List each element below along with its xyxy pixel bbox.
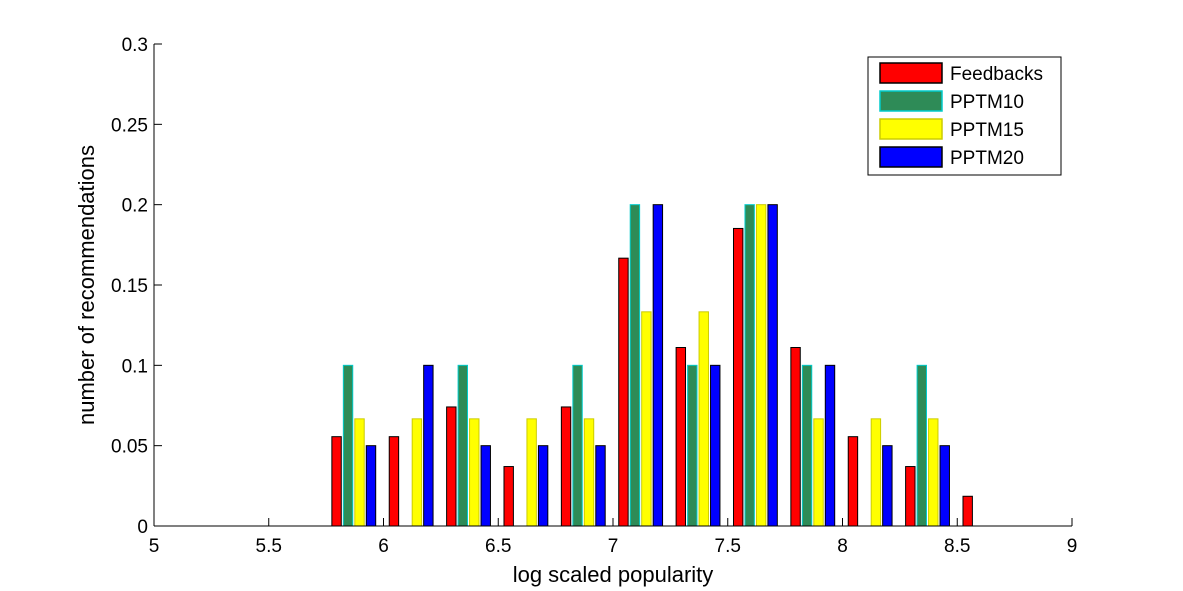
bar-pptm15-3 [354, 418, 365, 527]
y-axis-label: number of recommendations [74, 145, 99, 425]
x-tick-label: 9 [1067, 536, 1078, 557]
x-tick-label: 8 [837, 536, 848, 557]
bar-pptm20-13 [939, 445, 950, 527]
bar-pptm10-7 [572, 364, 583, 527]
bar-pptm15-13 [928, 418, 939, 527]
bar-feedbacks-4 [388, 436, 400, 527]
x-tick-label: 5.5 [256, 536, 282, 557]
bar-pptm15-5 [469, 418, 480, 527]
bar-pptm15-4 [411, 418, 423, 527]
bar-pptm20-10 [767, 204, 778, 527]
legend-swatch-pptm10 [879, 90, 943, 112]
x-tick-label: 7.5 [715, 536, 741, 557]
bar-pptm15-6 [526, 418, 537, 527]
bar-feedbacks-12 [847, 436, 859, 527]
y-tick-label: 0.15 [111, 276, 148, 297]
bar-feedbacks-3 [331, 436, 342, 527]
legend-swatch-feedbacks [879, 62, 943, 84]
x-tick-label: 5 [149, 536, 160, 557]
bar-feedbacks-8 [618, 257, 629, 527]
bar-feedbacks-14 [962, 495, 973, 527]
bar-pptm20-6 [537, 445, 549, 527]
bar-pptm15-7 [583, 418, 595, 527]
bar-pptm20-7 [595, 445, 606, 527]
bar-pptm15-11 [813, 418, 824, 527]
bar-pptm15-10 [755, 204, 767, 527]
bar-feedbacks-13 [905, 466, 916, 527]
x-axis-label: log scaled popularity [513, 562, 714, 587]
bar-feedbacks-10 [732, 227, 744, 527]
bar-feedbacks-6 [503, 466, 514, 527]
bar-pptm20-12 [882, 445, 893, 527]
bar-pptm15-8 [641, 311, 652, 527]
bar-pptm10-8 [629, 204, 641, 527]
legend: Feedbacks PPTM10 PPTM15 PPTM20 [867, 56, 1062, 176]
legend-label-pptm10: PPTM10 [950, 92, 1024, 113]
y-tick-label: 0.1 [122, 356, 148, 377]
bar-pptm10-5 [457, 364, 468, 527]
y-tick-label: 0.25 [111, 115, 148, 136]
legend-label-pptm20: PPTM20 [950, 148, 1024, 169]
bar-feedbacks-11 [790, 347, 801, 527]
y-tick-label: 0.2 [122, 196, 148, 217]
legend-label-pptm15: PPTM15 [950, 120, 1024, 141]
bar-pptm10-3 [342, 364, 354, 527]
legend-swatch-pptm20 [879, 146, 943, 168]
bar-pptm20-8 [652, 204, 664, 527]
bar-pptm20-5 [480, 445, 491, 527]
y-tick-label: 0 [137, 517, 148, 538]
bar-feedbacks-7 [560, 406, 572, 527]
x-tick-label: 7 [608, 536, 619, 557]
bar-pptm10-10 [744, 204, 755, 527]
x-tick-label: 8.5 [944, 536, 970, 557]
bar-pptm10-13 [916, 364, 928, 527]
bar-pptm15-12 [870, 418, 882, 527]
legend-swatch-pptm15 [879, 118, 943, 140]
bar-pptm10-11 [801, 364, 813, 527]
bar-pptm15-9 [698, 311, 709, 527]
bar-pptm20-4 [423, 364, 434, 527]
y-tick-label: 0.05 [111, 437, 148, 458]
legend-label-feedbacks: Feedbacks [950, 64, 1043, 85]
x-tick-label: 6 [378, 536, 389, 557]
axes-layer: 5 5.5 6 6.5 7 7.5 8 8.5 9 0 0.05 0.1 0.15 0.2 0.25 0.3 [111, 35, 1077, 557]
bar-pptm20-11 [824, 364, 836, 527]
bar-pptm20-3 [365, 445, 377, 527]
y-tick-label: 0.3 [122, 35, 148, 56]
bar-feedbacks-9 [675, 347, 687, 527]
x-tick-label: 6.5 [485, 536, 511, 557]
bar-feedbacks-5 [446, 406, 457, 527]
bar-pptm10-9 [687, 364, 698, 527]
bar-pptm20-9 [710, 364, 721, 527]
